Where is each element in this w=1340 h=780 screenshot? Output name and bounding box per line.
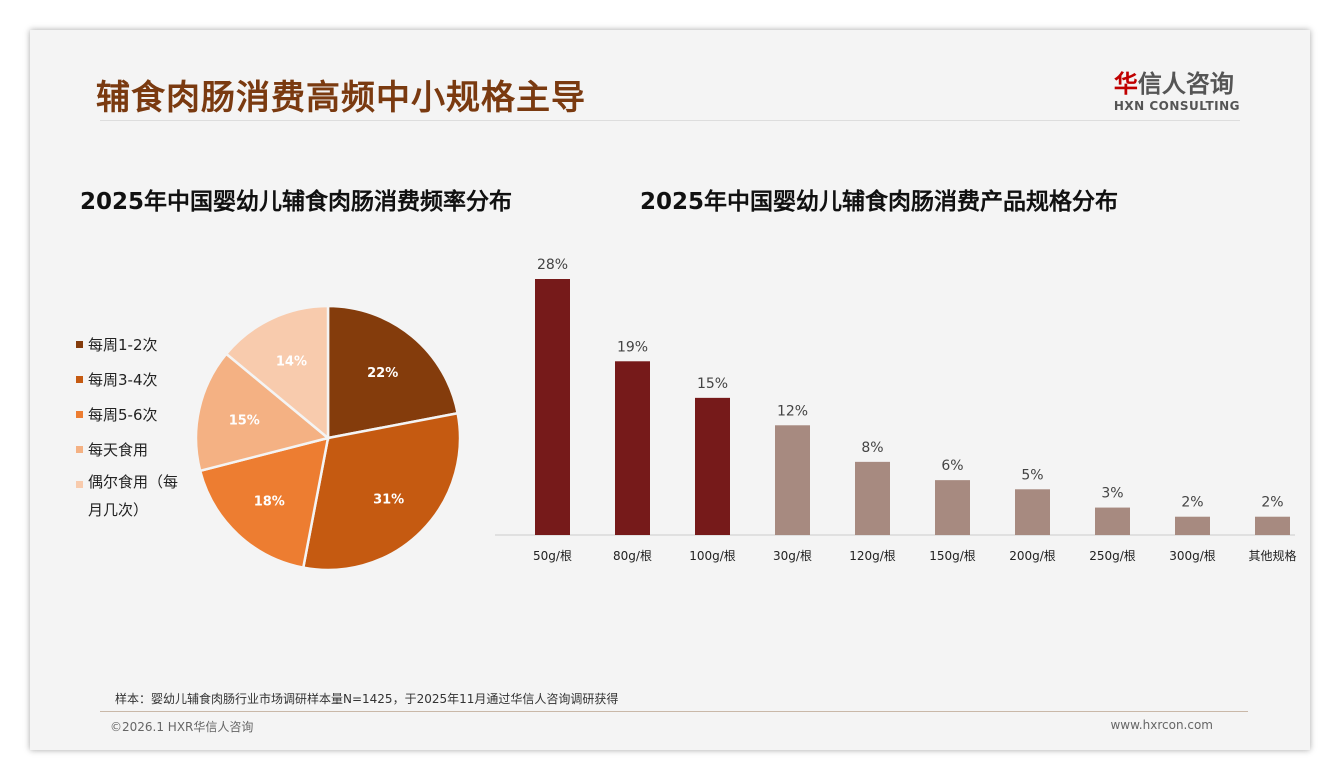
bar-value-label: 6%: [941, 458, 963, 474]
logo: 华信人咨询 HXN CONSULTING: [1114, 64, 1240, 113]
legend-swatch: [76, 411, 83, 418]
bar-value-label: 12%: [777, 403, 808, 419]
x-tick-label: 30g/根: [773, 549, 812, 563]
x-tick-label: 250g/根: [1089, 549, 1136, 563]
legend-item: 每周3-4次: [76, 369, 180, 404]
pie-label: 31%: [373, 493, 404, 508]
bar: [615, 361, 650, 535]
x-tick-label: 300g/根: [1169, 549, 1216, 563]
x-tick-label: 其他规格: [1248, 548, 1296, 563]
pie-label: 15%: [229, 413, 260, 428]
legend-swatch: [76, 446, 83, 453]
bar-value-label: 2%: [1261, 495, 1283, 511]
bar: [1175, 516, 1210, 535]
x-tick-label: 100g/根: [689, 549, 736, 563]
legend-swatch: [76, 341, 83, 348]
logo-cn: 信人咨询: [1137, 70, 1234, 98]
bar: [1015, 489, 1050, 535]
bar: [695, 397, 730, 535]
bar: [855, 461, 890, 535]
bar: [1255, 516, 1290, 535]
pie-slice: [198, 436, 330, 570]
pie-label: 14%: [276, 354, 307, 369]
bar-value-label: 28%: [537, 257, 568, 273]
legend-label: 每周1-2次: [88, 336, 158, 354]
pie-slice: [326, 304, 460, 440]
legend-swatch: [76, 481, 83, 488]
pie-chart: 22% 31% 18% 15% 14%: [194, 304, 462, 572]
legend-item: 偶尔食用（每月几次）: [76, 473, 180, 519]
pie-legend: 每周1-2次 每周3-4次 每周5-6次 每天食用偶尔食用（每月几次）: [76, 334, 180, 519]
bar-chart: 28% 50g/根 19% 80g/根 15% 100g/根 12% 30g/根 8% 120g/…: [495, 257, 1297, 563]
x-tick-label: 120g/根: [849, 549, 896, 563]
bar: [535, 279, 570, 535]
x-tick-label: 200g/根: [1009, 549, 1056, 563]
pie-slice: [194, 352, 331, 473]
sample-note: 样本：婴幼儿辅食肉肠行业市场调研样本量N=1425，于2025年11月通过华信人…: [115, 692, 619, 706]
pie-title: 2025年中国婴幼儿辅食肉肠消费频率分布: [80, 189, 513, 215]
x-tick-label: 80g/根: [613, 549, 652, 563]
legend-item: 每周5-6次: [76, 404, 180, 439]
divider: [100, 120, 1240, 121]
logo-en: HXN CONSULTING: [1113, 99, 1240, 113]
slide: 辅食肉肠消费高频中小规格主导 华信人咨询 HXN CONSULTING 2025…: [30, 30, 1310, 750]
pie-label: 18%: [254, 495, 285, 510]
x-tick-label: 150g/根: [929, 549, 976, 563]
page-title: 辅食肉肠消费高频中小规格主导: [96, 78, 586, 118]
bar-value-label: 3%: [1101, 486, 1123, 502]
pie-label: 22%: [367, 366, 398, 381]
logo-red: 华: [1113, 70, 1138, 98]
pie-slice: [301, 411, 462, 572]
bar-title: 2025年中国婴幼儿辅食肉肠消费产品规格分布: [640, 189, 1119, 215]
bar-value-label: 15%: [697, 376, 728, 392]
bar-value-label: 19%: [617, 339, 648, 355]
legend-label: 每周5-6次: [88, 406, 158, 424]
copyright: ©2026.1 HXR华信人咨询: [110, 720, 254, 734]
legend-item: 每天食用: [76, 439, 180, 474]
legend-item: 每周1-2次: [76, 334, 180, 369]
bar-value-label: 8%: [861, 440, 883, 456]
legend-label: 偶尔食用（每月几次）: [88, 473, 179, 519]
bar: [935, 480, 970, 535]
bar: [1095, 507, 1130, 535]
pie-slice: [224, 304, 330, 441]
website: www.hxrcon.com: [1110, 718, 1213, 732]
bar: [775, 425, 810, 535]
footer-divider: [100, 711, 1248, 712]
legend-label: 每周3-4次: [88, 371, 158, 389]
legend-swatch: [76, 376, 83, 383]
x-tick-label: 50g/根: [533, 549, 572, 563]
legend-label: 每天食用: [88, 441, 149, 459]
bar-value-label: 5%: [1021, 467, 1043, 483]
bar-value-label: 2%: [1181, 495, 1203, 511]
